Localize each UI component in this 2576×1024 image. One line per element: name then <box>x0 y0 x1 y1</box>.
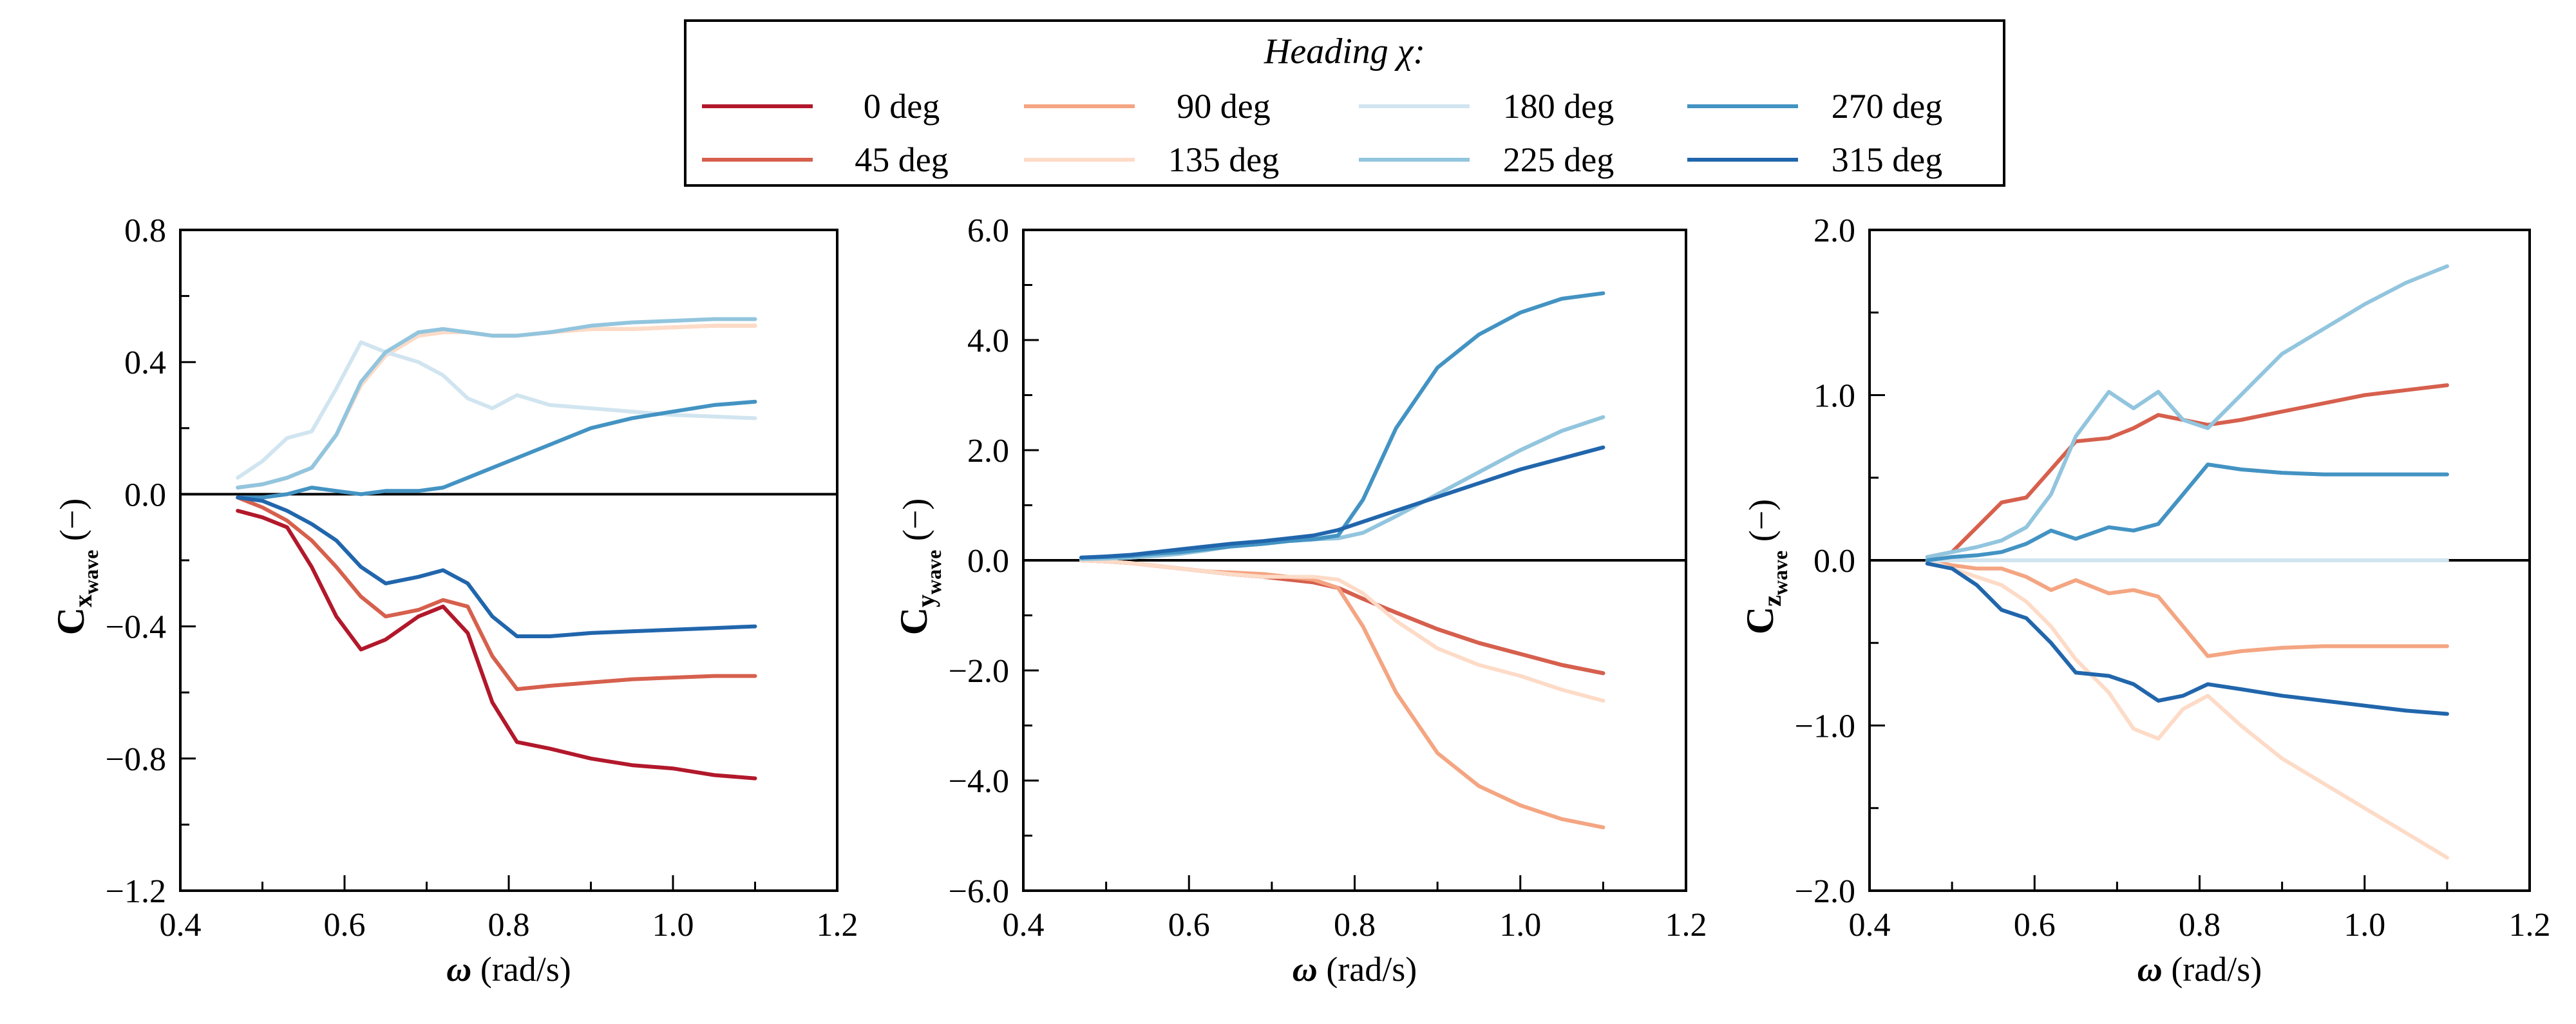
y-tick-label: 4.0 <box>967 323 1009 359</box>
x-axis-symbol: ω <box>1293 950 1318 989</box>
x-axis-unit: (rad/s) <box>1318 950 1417 989</box>
y-tick-label: 0.0 <box>967 543 1009 580</box>
series-line-0-deg <box>236 509 757 781</box>
x-tick-label: 1.0 <box>1499 907 1541 943</box>
x-tick-label: 0.6 <box>324 907 366 943</box>
y-axis-main: C <box>50 607 92 635</box>
x-axis-label: ω (rad/s) <box>2137 950 2262 989</box>
y-tick-label: 0.4 <box>124 345 166 381</box>
x-tick-label: 1.2 <box>2509 907 2551 943</box>
series-line-135-deg <box>1079 558 1605 703</box>
x-tick-label: 1.2 <box>1665 907 1707 943</box>
legend-label: 315 deg <box>1832 140 1942 179</box>
series-line-270-deg <box>236 399 757 500</box>
x-tick-label: 1.0 <box>652 907 694 943</box>
legend-entry: 315 deg <box>1687 140 1942 179</box>
y-axis-sub: x <box>68 594 97 607</box>
y-axis-label: Cywave (−) <box>893 498 945 636</box>
legend-entry: 225 deg <box>1359 140 1614 179</box>
series-line-315-deg <box>1925 562 2449 716</box>
legend-title: Heading χ: <box>1264 32 1425 71</box>
legend-label: 45 deg <box>855 140 948 179</box>
legend-entry: 90 deg <box>1024 87 1271 126</box>
panel-cz-wave: 0.4 0.6 0.8 1.0 1.2 −2.0 −1.0 0.0 1.0 2.0 ω (rad/s… <box>1739 213 2551 989</box>
y-axis-sub-wave: wave <box>922 550 945 594</box>
y-axis-sub-wave: wave <box>1768 551 1792 595</box>
series-line-315-deg <box>1079 445 1605 560</box>
x-axis-symbol: ω <box>446 950 471 989</box>
x-tick-label: 0.8 <box>2179 907 2221 943</box>
series-line-90-deg <box>1925 558 2449 658</box>
y-tick-label: 1.0 <box>1814 378 1855 415</box>
y-axis-sub: y <box>911 594 940 607</box>
series-line-135-deg <box>1925 558 2449 860</box>
y-tick-label: −2.0 <box>949 653 1009 690</box>
legend-label: 225 deg <box>1503 140 1614 179</box>
x-axis-unit: (rad/s) <box>2163 950 2262 989</box>
y-axis-label: Czwave (−) <box>1739 499 1792 634</box>
x-tick-label: 0.6 <box>1168 907 1210 943</box>
y-axis-main: C <box>893 607 935 635</box>
y-axis-sub: z <box>1757 595 1786 607</box>
y-tick-label: −6.0 <box>949 873 1009 910</box>
x-tick-label: 0.8 <box>488 907 530 943</box>
series-line-45-deg <box>236 495 757 692</box>
x-axis-label: ω (rad/s) <box>446 950 571 989</box>
y-tick-label: −2.0 <box>1795 873 1855 910</box>
y-tick-label: 0.0 <box>124 477 166 513</box>
legend-entry: 180 deg <box>1359 87 1614 126</box>
x-axis-symbol: ω <box>2137 950 2163 989</box>
x-axis-unit: (rad/s) <box>471 950 571 989</box>
y-tick-label: 2.0 <box>1814 213 1855 249</box>
x-tick-label: 0.8 <box>1334 907 1376 943</box>
y-tick-label: −1.0 <box>1795 708 1855 745</box>
panel-cy-wave: 0.4 0.6 0.8 1.0 1.2 −6.0 −4.0 −2.0 0.0 2.0 4.0 6.0 ω… <box>893 213 1707 989</box>
y-tick-label: −1.2 <box>106 873 166 910</box>
x-axis-label: ω (rad/s) <box>1293 950 1417 989</box>
y-axis-main: C <box>1739 607 1781 634</box>
y-axis-unit: (−) <box>53 498 91 550</box>
y-tick-label: 2.0 <box>967 433 1009 469</box>
legend-label: 135 deg <box>1168 140 1279 179</box>
legend-entry: 45 deg <box>702 140 949 179</box>
series-line-45-deg <box>1079 558 1605 676</box>
series-line-270-deg <box>1925 462 2449 562</box>
legend-entry: 270 deg <box>1687 87 1942 126</box>
plot-frame <box>179 229 838 892</box>
y-tick-label: 0.0 <box>1814 543 1855 580</box>
legend-label: 90 deg <box>1177 87 1270 126</box>
legend-label: 0 deg <box>864 87 940 126</box>
y-axis-label: Cxwave (−) <box>50 498 102 636</box>
series-line-180-deg <box>236 340 757 480</box>
series-line-225-deg <box>1079 415 1605 562</box>
panel-cx-wave: 0.4 0.6 0.8 1.0 1.2 −1.2 −0.8 −0.4 0.0 0.4 0.8 ω (r… <box>50 213 858 989</box>
x-tick-label: 1.2 <box>817 907 858 943</box>
y-axis-sub-wave: wave <box>79 550 102 594</box>
x-tick-label: 0.4 <box>160 907 202 943</box>
y-tick-label: 0.8 <box>124 213 166 249</box>
legend-label: 270 deg <box>1832 87 1942 126</box>
series-line-45-deg <box>1925 383 2449 559</box>
y-tick-label: −0.8 <box>106 741 166 778</box>
series-line-225-deg <box>1925 264 2449 559</box>
legend-entry: 0 deg <box>702 87 940 126</box>
x-tick-label: 0.6 <box>2014 907 2056 943</box>
y-tick-label: −4.0 <box>949 763 1009 800</box>
x-tick-label: 0.4 <box>1849 907 1891 943</box>
legend-frame <box>684 19 2005 187</box>
legend-label: 180 deg <box>1503 87 1614 126</box>
legend-entry: 135 deg <box>1024 140 1279 179</box>
legend: Heading χ: 0 deg 45 deg 90 deg 135 deg 180 d… <box>684 19 2005 187</box>
y-tick-label: −0.4 <box>106 609 166 646</box>
y-axis-unit: (−) <box>1742 499 1781 551</box>
x-tick-label: 0.4 <box>1003 907 1045 943</box>
y-tick-label: 6.0 <box>967 213 1009 249</box>
series-line-90-deg <box>1079 558 1605 830</box>
series-line-270-deg <box>1079 291 1605 560</box>
series-line-315-deg <box>236 495 757 638</box>
x-tick-label: 1.0 <box>2344 907 2385 943</box>
y-axis-unit: (−) <box>896 498 934 550</box>
series-line-225-deg <box>236 317 757 490</box>
